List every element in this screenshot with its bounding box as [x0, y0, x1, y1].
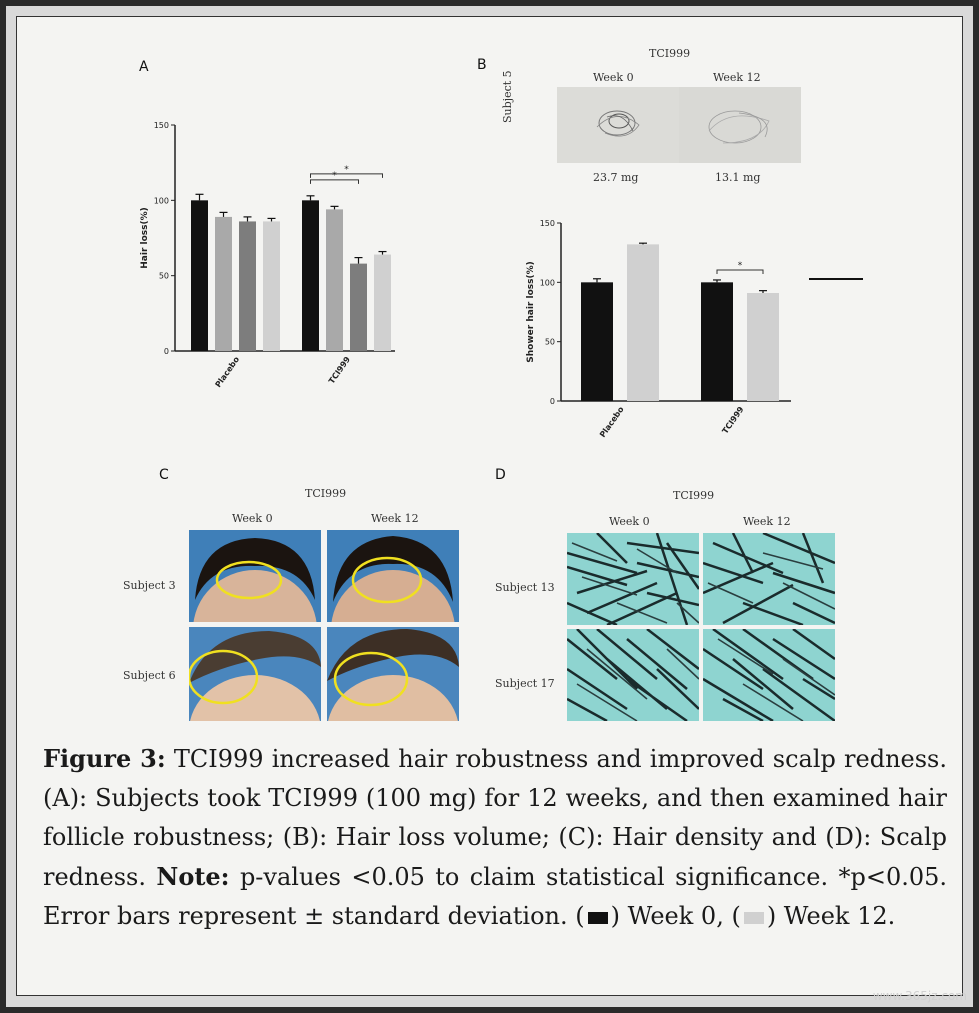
category-label: Placebo: [598, 405, 626, 440]
hair-sample-week0-photo: [557, 87, 679, 163]
subject3-week12-photo: [327, 530, 459, 622]
category-label: TCI999: [327, 355, 352, 386]
panel-a-label: A: [139, 59, 149, 75]
figure-label: Figure 3:: [43, 744, 166, 773]
y-tick-label: 150: [154, 121, 169, 130]
significance-bracket: [310, 173, 383, 178]
significance-bracket: [716, 269, 764, 274]
caption-text-2: p-values <0.05 to claim statistical sign…: [43, 863, 948, 930]
panel-b-label: B: [477, 57, 487, 73]
panel-c-label: C: [159, 467, 169, 483]
panel-b-title: TCI999: [649, 47, 691, 60]
bar: [374, 254, 391, 351]
y-tick-label: 0: [164, 347, 169, 356]
panel-b-chart: 0 50 100 150 Shower hair loss(%) Placebo TCI99…: [526, 219, 791, 440]
bar: [747, 293, 779, 401]
panel-d-label: D: [495, 467, 506, 483]
category-label: TCI999: [720, 405, 745, 436]
caption-text-3: ) Week 0, (: [610, 902, 741, 930]
bar: [191, 200, 208, 351]
week12-swatch: [743, 911, 764, 924]
significance-mark: *: [738, 261, 743, 271]
bar: [326, 209, 343, 351]
panel-b-mass-week0: 23.7 mg: [593, 171, 639, 184]
panel-d-week0: Week 0: [609, 515, 650, 528]
significance-mark: *: [332, 171, 337, 181]
note-label: Note:: [156, 862, 230, 891]
y-axis-label: Shower hair loss(%): [526, 261, 536, 362]
category-label: Placebo: [213, 355, 241, 390]
caption-text-1: TCI999 increased hair robustness and imp…: [43, 745, 947, 891]
subject17-week0-scalp-photo: [567, 629, 699, 721]
bar: [215, 216, 232, 351]
panel-c-title: TCI999: [305, 487, 347, 500]
panel-d-week12: Week 12: [743, 515, 791, 528]
panel-c-week0: Week 0: [232, 512, 273, 525]
y-tick-label: 50: [159, 272, 169, 281]
panel-b-subject: Subject 5: [501, 70, 514, 123]
figure-frame: A 0 50 100 150 Hair loss(%) Placebo TCI999 * * B…: [6, 6, 973, 1007]
caption-text-4: ) Week 12.: [766, 902, 896, 930]
panel-b-week12: Week 12: [713, 71, 761, 84]
significance-mark: *: [344, 165, 349, 175]
panel-d-title: TCI999: [673, 489, 715, 502]
y-tick-label: 150: [540, 219, 555, 228]
bar: [701, 282, 733, 401]
hair-sample-week12-photo: [679, 87, 801, 163]
subject6-week0-photo: [189, 627, 321, 721]
panel-c-subject1: Subject 3: [123, 579, 176, 592]
subject17-week12-scalp-photo: [703, 629, 835, 721]
subject13-week0-scalp-photo: [567, 533, 699, 625]
bar: [581, 282, 613, 401]
week0-swatch: [587, 911, 608, 924]
panel-a-chart: 0 50 100 150 Hair loss(%) Placebo TCI999 * *: [140, 121, 395, 390]
bar: [350, 263, 367, 351]
panel-c-week12: Week 12: [371, 512, 419, 525]
y-tick-label: 0: [550, 397, 555, 406]
y-tick-label: 100: [154, 196, 169, 205]
significance-bracket: [310, 179, 359, 184]
figure-caption: Figure 3: TCI999 increased hair robustne…: [43, 739, 947, 936]
y-axis-label: Hair loss(%): [140, 207, 150, 269]
y-tick-label: 50: [545, 338, 555, 347]
panel-d-subject1: Subject 13: [495, 581, 555, 594]
bar: [239, 221, 256, 351]
watermark: www.365jz.com: [872, 989, 967, 1003]
y-tick-label: 100: [540, 278, 555, 287]
bar: [302, 200, 319, 351]
panel-b-week0: Week 0: [593, 71, 634, 84]
bar: [263, 221, 280, 351]
panel-d-subject2: Subject 17: [495, 677, 555, 690]
figure-card: A 0 50 100 150 Hair loss(%) Placebo TCI999 * * B…: [16, 16, 963, 996]
panel-b-legend-line: [809, 278, 863, 280]
subject6-week12-photo: [327, 627, 459, 721]
panel-b-mass-week12: 13.1 mg: [715, 171, 761, 184]
subject13-week12-scalp-photo: [703, 533, 835, 625]
subject3-week0-photo: [189, 530, 321, 622]
bar: [627, 244, 659, 401]
panel-c-subject2: Subject 6: [123, 669, 176, 682]
